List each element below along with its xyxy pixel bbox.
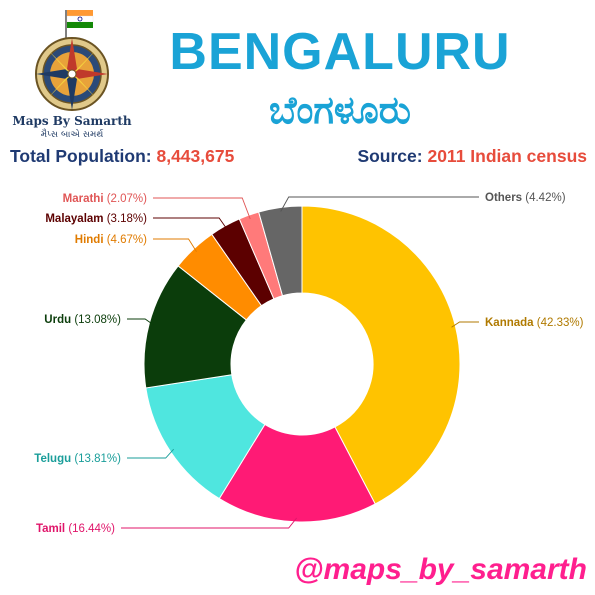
slice-kannada: [301, 205, 461, 505]
source-value: 2011 Indian census: [427, 146, 587, 166]
brand-name-gujarati: મૈપ્સ બાએ સમર્થ: [40, 130, 104, 140]
slice-label-malayalam: Malayalam (3.18%): [45, 213, 147, 225]
leader-line-tamil: [121, 517, 298, 529]
leader-line-telugu: [127, 448, 175, 459]
leader-line-urdu: [127, 318, 154, 325]
brand-logo: Maps By Samarth મૈપ્સ બાએ સમર્થ: [8, 6, 136, 156]
leader-line-malayalam: [153, 217, 228, 230]
slice-label-others: Others (4.42%): [485, 192, 566, 204]
slice-label-marathi: Marathi (2.07%): [63, 193, 148, 205]
leader-line-hindi: [153, 238, 197, 253]
population-value: 8,443,675: [156, 146, 235, 166]
leader-line-others: [280, 196, 479, 212]
page-title: BENGALURU: [169, 23, 511, 81]
slice-label-kannada: Kannada (42.33%): [485, 317, 584, 329]
page-subtitle: ಬೆಂಗಳೂರು: [269, 88, 411, 132]
source-stat: Source: 2011 Indian census: [357, 146, 587, 167]
slice-telugu: [145, 374, 266, 500]
leader-line-marathi: [153, 197, 251, 220]
source-label: Source:: [357, 146, 423, 166]
population-label: Total Population:: [10, 146, 152, 166]
social-handle: @maps_by_samarth: [294, 553, 587, 586]
slice-label-tamil: Tamil (16.44%): [36, 523, 115, 535]
slice-tamil: [218, 423, 376, 523]
compass-rose-icon: [35, 10, 109, 111]
slice-label-hindi: Hindi (4.67%): [75, 234, 147, 246]
slice-label-telugu: Telugu (13.81%): [34, 453, 121, 465]
slice-others: [258, 205, 303, 297]
brand-name: Maps By Samarth: [12, 114, 132, 128]
slice-label-urdu: Urdu (13.08%): [44, 314, 121, 326]
leader-line-kannada: [451, 321, 479, 328]
population-stat: Total Population: 8,443,675: [10, 146, 234, 167]
